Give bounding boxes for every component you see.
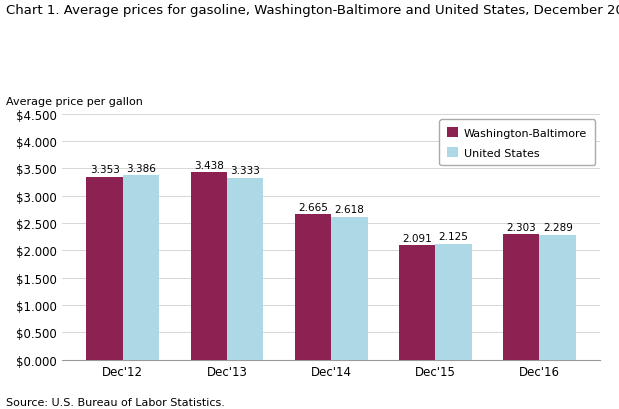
Text: 2.125: 2.125: [439, 232, 469, 242]
Bar: [399, 246, 435, 360]
Text: 3.386: 3.386: [126, 163, 156, 173]
Text: 3.353: 3.353: [90, 165, 119, 175]
Bar: [435, 244, 472, 360]
Text: 2.289: 2.289: [543, 223, 573, 233]
Text: 2.618: 2.618: [334, 205, 365, 215]
Text: Source: U.S. Bureau of Labor Statistics.: Source: U.S. Bureau of Labor Statistics.: [6, 397, 225, 407]
Bar: [295, 215, 331, 360]
Bar: [227, 178, 264, 360]
Text: 2.303: 2.303: [506, 222, 536, 232]
Bar: [87, 177, 123, 360]
Legend: Washington-Baltimore, United States: Washington-Baltimore, United States: [439, 120, 595, 166]
Text: Average price per gallon: Average price per gallon: [6, 97, 143, 106]
Text: 3.333: 3.333: [230, 166, 260, 176]
Text: Chart 1. Average prices for gasoline, Washington-Baltimore and United States, De: Chart 1. Average prices for gasoline, Wa…: [6, 4, 619, 17]
Bar: [540, 235, 576, 360]
Text: 3.438: 3.438: [194, 160, 223, 170]
Bar: [503, 234, 540, 360]
Bar: [123, 175, 159, 360]
Bar: [331, 217, 368, 360]
Text: 2.665: 2.665: [298, 202, 328, 212]
Text: 2.091: 2.091: [402, 234, 432, 244]
Bar: [191, 173, 227, 360]
